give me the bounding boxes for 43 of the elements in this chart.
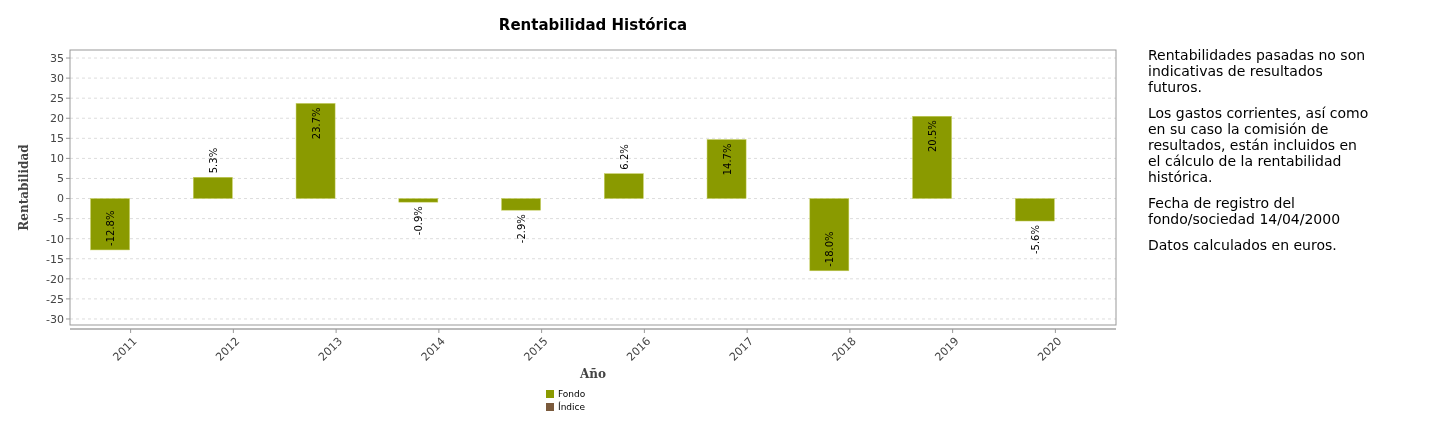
text: Los gastos corrientes, así como en su caso la comisión de resultados, están incluidos en el cálculo de la rentabilidad histórica. <box>1148 105 1369 185</box>
bar <box>706 139 747 199</box>
y-tick-label: 5 <box>57 172 64 186</box>
data-label: 5.3% <box>207 147 219 174</box>
bar <box>809 198 850 272</box>
chart-title: Rentabilidad Histórica <box>498 16 688 34</box>
y-tick-label: 20 <box>50 112 64 126</box>
bar <box>398 198 439 203</box>
bar <box>1015 198 1055 222</box>
text: Rentabilidades pasadas no son indicativas de resultados futuros. <box>1148 47 1366 95</box>
y-tick-label: 0 <box>57 192 64 206</box>
y-tick-label: -10 <box>46 232 64 246</box>
legend-label: Índice <box>558 401 586 413</box>
data-label: 14.7% <box>721 143 733 176</box>
y-tick-label: -30 <box>46 312 64 326</box>
y-tick-label: 15 <box>50 132 64 146</box>
bar <box>912 115 952 199</box>
bar <box>501 198 541 211</box>
data-label: -12.8% <box>105 210 117 246</box>
data-label: 20.5% <box>927 120 939 153</box>
data-label: 6.2% <box>618 144 630 170</box>
text: Fecha de registro del fondo/sociedad 14/04/2000 <box>1148 195 1341 227</box>
data-label: -2.9% <box>516 214 528 244</box>
y-tick-label: -15 <box>46 252 64 266</box>
text: Datos calculados en euros. <box>1148 237 1337 253</box>
bar <box>604 173 644 199</box>
y-tick-label: 30 <box>50 71 64 85</box>
legend-label: Fondo <box>558 389 586 400</box>
data-label: -5.6% <box>1029 225 1041 255</box>
y-tick-label: 10 <box>50 152 64 166</box>
y-tick-label: 25 <box>50 92 64 106</box>
y-tick-label: -5 <box>53 212 64 226</box>
y-tick-label: 35 <box>50 51 64 65</box>
data-label: 23.7% <box>310 107 322 140</box>
bar <box>295 103 336 199</box>
y-tick-label: -25 <box>46 292 64 306</box>
y-axis-title: Rentabilidad <box>17 143 31 231</box>
bar <box>193 177 233 199</box>
bar <box>90 198 130 251</box>
data-label: -18.0% <box>824 231 836 267</box>
data-label: -0.9% <box>413 206 425 236</box>
x-axis-title: Año <box>578 367 607 381</box>
y-tick-label: -20 <box>46 272 64 286</box>
